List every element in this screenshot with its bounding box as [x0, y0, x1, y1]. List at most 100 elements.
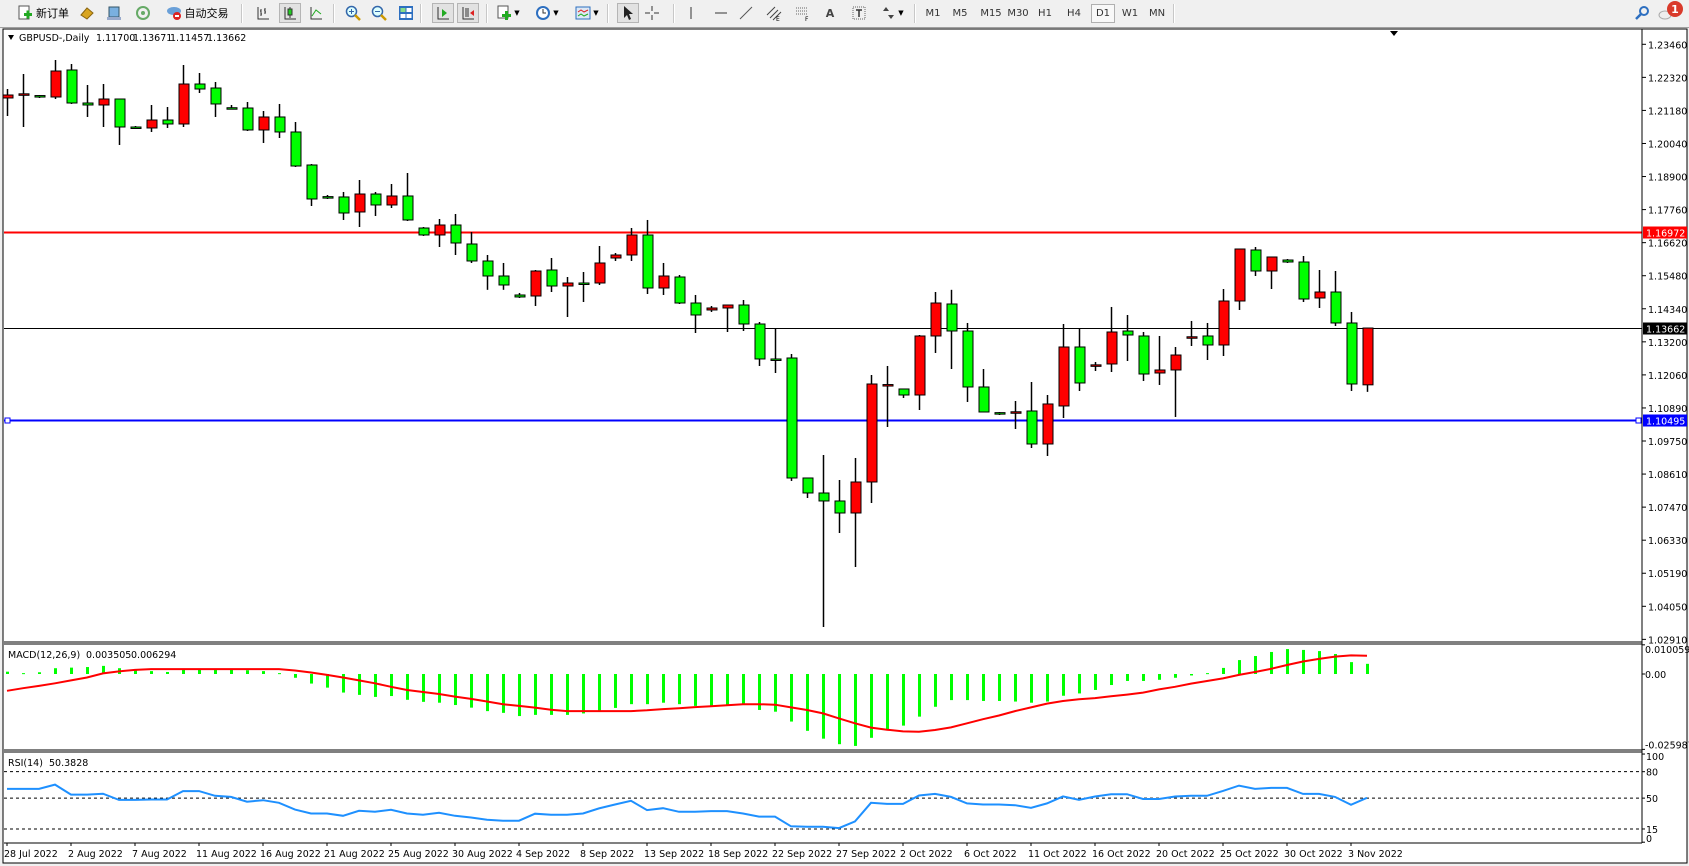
templates-dropdown[interactable]: ▼ — [571, 3, 603, 23]
candle-body — [866, 383, 878, 483]
candle — [146, 104, 158, 132]
macd-bar — [838, 674, 841, 745]
candlestick-button[interactable] — [279, 3, 301, 23]
crosshair-button[interactable] — [642, 3, 662, 23]
line-handle[interactable] — [1635, 417, 1642, 424]
candle-body — [1234, 248, 1246, 302]
price-tick-label: 1.08610 — [1648, 470, 1687, 481]
candle — [706, 305, 718, 312]
macd-bar — [406, 674, 409, 700]
macd-bar — [806, 674, 809, 731]
periods-dropdown[interactable]: ▼ — [531, 3, 563, 23]
text-button[interactable]: A — [820, 3, 840, 23]
main-price-panel[interactable] — [2, 59, 1642, 643]
macd-bar — [1206, 673, 1209, 675]
candle-body — [418, 227, 430, 236]
timeframe-mn[interactable]: MN — [1148, 8, 1166, 19]
rsi-panel[interactable] — [4, 751, 1642, 844]
timeframe-m30[interactable]: M30 — [1007, 8, 1029, 19]
macd-bar — [758, 674, 761, 710]
data-window-button[interactable] — [105, 3, 123, 23]
line-handle[interactable] — [4, 417, 11, 424]
macd-bar — [566, 674, 569, 715]
horizontal-line-icon — [713, 5, 729, 21]
date-label: 8 Sep 2022 — [580, 849, 634, 860]
equidistant-channel-icon: E — [766, 5, 782, 23]
candle — [1154, 335, 1166, 385]
candle-body — [18, 93, 30, 96]
date-label: 25 Aug 2022 — [388, 849, 449, 860]
candle — [402, 172, 414, 221]
candle — [530, 269, 542, 306]
price-axis[interactable]: 1.23460 1.22320 1.21180 1.20040 1.18900 1.177… — [1641, 29, 1689, 845]
new-order-button[interactable]: 新订单 — [8, 3, 78, 23]
date-label: 2 Oct 2022 — [900, 849, 953, 860]
date-label: 25 Oct 2022 — [1220, 849, 1279, 860]
candle — [98, 84, 110, 128]
crosshair-icon — [644, 5, 660, 21]
rsi-tick-label: 15 — [1646, 825, 1658, 836]
trendline-button[interactable] — [736, 3, 756, 23]
rsi-header: RSI(14) 50.3828 — [8, 758, 88, 769]
date-label: 13 Sep 2022 — [644, 849, 704, 860]
auto-trading-button[interactable]: 自动交易 — [162, 3, 232, 23]
timeframe-w1[interactable]: W1 — [1121, 8, 1139, 19]
zoom-in-button[interactable] — [343, 3, 363, 23]
candle-body — [850, 481, 862, 514]
candle — [338, 191, 350, 220]
toolbar-separator — [420, 4, 422, 23]
line-chart-button[interactable] — [306, 3, 326, 23]
price-tick-label: 1.17760 — [1648, 206, 1687, 217]
signals-icon — [135, 5, 151, 21]
cursor-button[interactable] — [617, 3, 639, 23]
bar-chart-button[interactable] — [253, 3, 273, 23]
toolbar-separator — [607, 4, 609, 23]
rsi-tick-label: 50 — [1646, 794, 1658, 805]
autoscroll-button[interactable] — [432, 3, 454, 23]
candle — [962, 322, 974, 402]
arrows-dropdown[interactable]: ▼ — [876, 3, 908, 23]
templates-icon — [575, 5, 591, 21]
macd-panel[interactable] — [4, 643, 1642, 751]
chart-shift-button[interactable] — [457, 3, 479, 23]
timeframe-m1[interactable]: M1 — [925, 8, 941, 19]
candle-body — [1170, 354, 1182, 371]
toolbar-separator — [241, 4, 243, 23]
fibonacci-button[interactable]: F — [793, 3, 813, 23]
search-button[interactable] — [1632, 3, 1652, 23]
vertical-line-button[interactable] — [681, 3, 701, 23]
candle-body — [722, 304, 734, 309]
signals-button[interactable] — [134, 3, 152, 23]
candle — [306, 164, 318, 206]
collapse-triangle-icon[interactable] — [8, 35, 14, 40]
market-watch-button[interactable] — [78, 3, 96, 23]
macd-bar — [182, 669, 185, 674]
rsi-tick-label: 0 — [1646, 834, 1652, 845]
candle — [658, 262, 670, 295]
candle-body — [162, 119, 174, 125]
timeframe-h1[interactable]: H1 — [1038, 8, 1052, 19]
macd-bar — [1030, 674, 1033, 703]
candle-body — [914, 335, 926, 396]
text-label-button[interactable] — [849, 3, 869, 23]
timeframe-h4[interactable]: H4 — [1067, 8, 1081, 19]
search-icon — [1634, 5, 1650, 21]
time-axis[interactable]: 28 Jul 2022 2 Aug 2022 7 Aug 2022 11 Aug 20… — [4, 843, 1403, 860]
timeframe-m15[interactable]: M15 — [980, 8, 1002, 19]
indicators-dropdown[interactable]: ▼ — [492, 3, 524, 23]
timeframe-d1[interactable]: D1 — [1091, 4, 1115, 23]
macd-bar — [54, 668, 57, 674]
zoom-out-button[interactable] — [369, 3, 389, 23]
timeframe-m5[interactable]: M5 — [952, 8, 968, 19]
candle — [802, 477, 814, 498]
tile-windows-button[interactable] — [396, 3, 416, 23]
equidistant-channel-button[interactable]: E — [764, 3, 784, 23]
candle — [354, 179, 366, 227]
macd-bar — [486, 674, 489, 712]
macd-bar — [582, 674, 585, 714]
chart-shift-marker-icon[interactable] — [1390, 31, 1398, 36]
price-tick-label: 1.18900 — [1648, 173, 1687, 184]
candle-body — [114, 98, 126, 128]
horizontal-line-button[interactable] — [711, 3, 731, 23]
